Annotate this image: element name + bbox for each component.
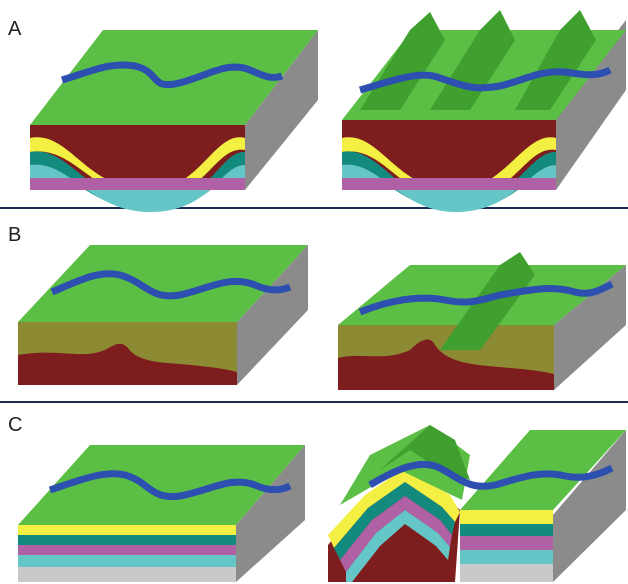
block-a-left-top [30, 30, 318, 125]
block-b-left [18, 245, 308, 385]
river-c-left [48, 470, 292, 501]
block-c-right-block-magenta [460, 536, 553, 550]
block-c-right-block-gray [460, 564, 553, 582]
river-b-left [50, 270, 292, 300]
block-a-left-side [245, 30, 318, 190]
river-a-left [60, 61, 284, 89]
block-b-right-lower [338, 339, 554, 390]
block-a-left-base [30, 178, 245, 190]
block-c-right-dome-teal [334, 482, 455, 560]
block-c-right-dome-yellow [328, 468, 460, 548]
block-c-left-layer-5 [18, 567, 236, 582]
block-a-left-front [30, 125, 245, 190]
block-c-left-side [236, 445, 305, 582]
block-a-left-fold-3 [30, 164, 245, 212]
block-c-right-top-right [460, 430, 626, 510]
block-c-right-block-teal [460, 524, 553, 536]
block-c-right-dome-magenta [340, 496, 452, 572]
divider-a-b [0, 207, 628, 209]
block-a-left [30, 30, 318, 212]
river-c-right [368, 460, 614, 490]
block-c-left-layer-4 [18, 555, 236, 567]
block-c-left-top [18, 445, 305, 525]
ridge-c [380, 425, 470, 480]
panel-label-a: A [8, 18, 22, 40]
block-b-left-lower [18, 343, 237, 385]
block-c-left-layer-3 [18, 545, 236, 555]
block-b-right [338, 252, 626, 390]
panel-label-b: B [8, 224, 22, 246]
divider-b-c [0, 401, 628, 403]
block-c-left-layer-1 [18, 525, 236, 535]
panel-label-c: C [8, 414, 23, 436]
block-b-right-side [554, 265, 626, 390]
block-c-right-dome-cyan [346, 510, 450, 582]
block-c-left [18, 445, 305, 582]
block-c-right [328, 425, 626, 582]
block-c-right-block-yellow [460, 510, 553, 524]
river-a-right [359, 66, 612, 94]
block-c-right-block-cyan [460, 550, 553, 564]
block-a-right [342, 10, 626, 212]
block-b-left-top [18, 245, 308, 322]
block-b-left-side [237, 245, 308, 385]
block-c-left-layer-2 [18, 535, 236, 545]
river-b-right [358, 280, 614, 316]
block-a-right-base [342, 178, 556, 190]
block-a-right-side [556, 20, 626, 190]
ridge-a-3 [515, 10, 596, 110]
